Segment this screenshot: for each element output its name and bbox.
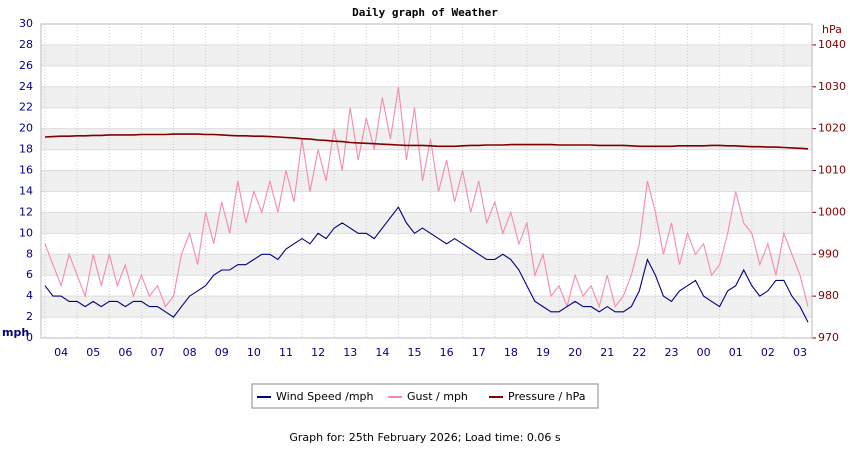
y2-tick-label: 1030 [818, 80, 846, 93]
series-line [44, 133, 809, 150]
grid-band [41, 86, 812, 108]
x-tick-label: 10 [247, 346, 261, 359]
x-tick-label: 16 [440, 346, 454, 359]
y-tick-label: 4 [26, 289, 33, 302]
x-tick-label: 05 [86, 346, 100, 359]
y-tick-label: 18 [19, 143, 33, 156]
y2-tick-label: 990 [818, 247, 839, 260]
y-tick-label: 20 [19, 122, 33, 135]
y-tick-label: 30 [19, 17, 33, 30]
plot-background [41, 24, 812, 338]
y-tick-label: 28 [19, 38, 33, 51]
footer: Graph for: 25th February 2026; Load time… [289, 431, 561, 444]
y-tick-label: 8 [26, 247, 33, 260]
y-tick-label: 22 [19, 101, 33, 114]
y2-tick-label: 980 [818, 289, 839, 302]
legend-label: Wind Speed /mph [276, 390, 374, 403]
y2-tick-label: 1010 [818, 164, 846, 177]
x-tick-label: 09 [215, 346, 229, 359]
x-tick-label: 22 [632, 346, 646, 359]
y2-tick-label: 1000 [818, 205, 846, 218]
x-tick-label: 13 [343, 346, 357, 359]
series-line [44, 86, 809, 309]
series-line [44, 206, 809, 323]
plot-frame [40, 23, 813, 339]
x-tick-label: 23 [664, 346, 678, 359]
x-tick-label: 21 [600, 346, 614, 359]
x-tick-label: 18 [504, 346, 518, 359]
x-tick-label: 04 [54, 346, 68, 359]
x-tick-label: 11 [279, 346, 293, 359]
y-tick-label: 6 [26, 268, 33, 281]
y-tick-label: 2 [26, 310, 33, 323]
y-tick-label: 10 [19, 226, 33, 239]
y-tick-label: 14 [19, 184, 33, 197]
x-tick-label: 02 [761, 346, 775, 359]
grid-band [41, 170, 812, 192]
y-tick-label: 0 [26, 331, 33, 344]
grid-band [41, 254, 812, 276]
x-tick-label: 15 [407, 346, 421, 359]
x-tick-label: 01 [729, 346, 743, 359]
y-tick-label: 24 [19, 80, 33, 93]
y-tick-label: 12 [19, 205, 33, 218]
x-tick-label: 19 [536, 346, 550, 359]
y-tick-label: 26 [19, 59, 33, 72]
x-tick-label: 17 [472, 346, 486, 359]
x-tick-label: 08 [183, 346, 197, 359]
x-tick-label: 20 [568, 346, 582, 359]
grid-band [41, 212, 812, 234]
x-tick-label: 03 [793, 346, 807, 359]
legend-label: Gust / mph [407, 390, 468, 403]
x-tick-label: 12 [311, 346, 325, 359]
x-tick-label: 07 [150, 346, 164, 359]
legend-box [251, 383, 599, 409]
y-tick-label: 16 [19, 164, 33, 177]
x-tick-label: 06 [118, 346, 132, 359]
chart-title: Daily graph of Weather [352, 6, 498, 19]
y-axis-label: mph [2, 326, 29, 339]
y2-tick-label: 1040 [818, 38, 846, 51]
legend-label: Pressure / hPa [508, 390, 586, 403]
legend: Wind Speed /mph Gust / mph Pressure / hPa [251, 383, 599, 409]
y2-axis-label: hPa [822, 23, 842, 36]
grid-band [41, 44, 812, 66]
x-tick-label: 14 [375, 346, 389, 359]
y2-tick-label: 1020 [818, 122, 846, 135]
x-tick-label: 00 [697, 346, 711, 359]
grid-band [41, 128, 812, 150]
y2-tick-label: 970 [818, 331, 839, 344]
